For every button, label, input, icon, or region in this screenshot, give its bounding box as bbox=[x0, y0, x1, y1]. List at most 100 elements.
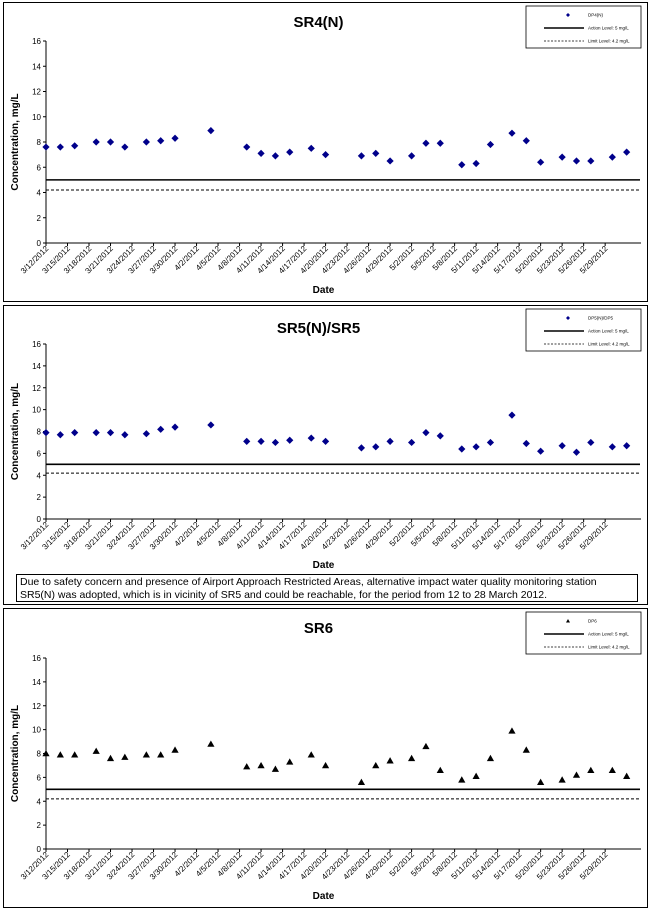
data-point bbox=[436, 432, 444, 440]
legend-marker bbox=[566, 13, 570, 17]
data-point bbox=[508, 727, 516, 734]
data-point bbox=[458, 161, 466, 169]
data-point bbox=[92, 747, 100, 754]
data-point bbox=[71, 428, 79, 437]
y-tick-label: 0 bbox=[37, 239, 42, 248]
data-point bbox=[321, 437, 330, 445]
data-point bbox=[286, 148, 294, 156]
data-point bbox=[472, 159, 480, 168]
data-point bbox=[408, 754, 416, 762]
y-tick-label: 6 bbox=[37, 773, 42, 782]
y-tick-label: 16 bbox=[32, 340, 41, 349]
y-tick-label: 10 bbox=[32, 406, 41, 415]
data-point bbox=[271, 438, 279, 447]
data-point bbox=[486, 140, 495, 149]
chart-panel-sr6: SR6 0 2 4 6 8 10 12 14 16 Concentration, mg/L 3/12/… bbox=[3, 608, 648, 908]
data-point bbox=[572, 771, 581, 778]
y-tick-label: 12 bbox=[32, 702, 41, 711]
y-tick-label: 2 bbox=[37, 821, 42, 830]
data-point bbox=[286, 758, 294, 765]
data-point bbox=[537, 447, 545, 455]
data-point bbox=[71, 142, 79, 150]
y-axis-title: Concentration, mg/L bbox=[10, 383, 21, 480]
data-point bbox=[537, 158, 545, 166]
data-point bbox=[257, 761, 265, 769]
data-point bbox=[408, 438, 416, 447]
chart-panel-sr4n: SR4(N) 0 2 4 6 8 10 12 14 16 Concentration, mg/L 3/… bbox=[3, 2, 648, 302]
data-point bbox=[608, 153, 616, 161]
data-point bbox=[207, 421, 215, 429]
data-point bbox=[92, 428, 100, 437]
data-point bbox=[522, 137, 530, 145]
y-tick-label: 10 bbox=[32, 726, 41, 735]
y-tick-label: 12 bbox=[32, 384, 41, 393]
data-point bbox=[56, 143, 64, 151]
data-point bbox=[357, 444, 366, 452]
data-point bbox=[608, 766, 616, 774]
y-tick-label: 14 bbox=[32, 362, 41, 371]
data-point bbox=[42, 428, 50, 437]
legend-label: Limit Level: 4.2 mg/L bbox=[588, 342, 630, 347]
data-point bbox=[257, 437, 265, 445]
data-point bbox=[321, 761, 330, 769]
y-tick-label: 0 bbox=[37, 515, 42, 524]
legend-label: DP6 bbox=[588, 619, 597, 624]
data-point bbox=[286, 436, 294, 444]
data-point bbox=[372, 443, 380, 451]
data-point bbox=[171, 423, 179, 431]
data-point bbox=[458, 776, 466, 783]
legend-label: DP5(N)/DP5 bbox=[588, 316, 614, 321]
data-point bbox=[307, 751, 315, 758]
legend-label: DP4(N) bbox=[588, 13, 604, 18]
data-point bbox=[472, 443, 480, 451]
chart-sr5n-sr5: SR5(N)/SR5 0 2 4 6 8 10 12 14 16 Concentration, mg… bbox=[10, 308, 642, 571]
y-tick-label: 6 bbox=[37, 449, 42, 458]
legend-label: Limit Level: 4.2 mg/L bbox=[588, 39, 630, 44]
data-point bbox=[307, 434, 315, 442]
y-tick-label: 2 bbox=[37, 493, 42, 502]
y-tick-label: 0 bbox=[37, 845, 42, 854]
chart-panel-sr5n-sr5: SR5(N)/SR5 0 2 4 6 8 10 12 14 16 Concentration, mg… bbox=[3, 305, 648, 605]
data-point bbox=[357, 778, 366, 785]
data-point bbox=[121, 143, 129, 151]
y-tick-label: 14 bbox=[32, 62, 41, 71]
data-point bbox=[357, 152, 366, 160]
data-point bbox=[623, 772, 631, 779]
data-point bbox=[386, 437, 394, 445]
y-axis-title: Concentration, mg/L bbox=[10, 93, 21, 190]
data-point bbox=[142, 138, 150, 146]
data-point bbox=[623, 148, 631, 156]
data-point bbox=[386, 757, 394, 764]
x-axis-title: Date bbox=[313, 560, 335, 571]
chart-title: SR6 bbox=[304, 620, 333, 637]
y-tick-label: 8 bbox=[37, 428, 42, 437]
data-point bbox=[121, 753, 129, 760]
data-point bbox=[422, 428, 430, 437]
station-note: Due to safety concern and presence of Ai… bbox=[16, 574, 638, 602]
legend-marker bbox=[566, 619, 570, 623]
legend-label: Limit Level: 4.2 mg/L bbox=[588, 645, 630, 650]
data-point bbox=[408, 152, 416, 160]
data-point bbox=[92, 138, 100, 146]
x-axis-title: Date bbox=[313, 891, 335, 902]
data-point bbox=[572, 448, 581, 456]
data-point bbox=[171, 134, 179, 142]
data-point bbox=[587, 157, 595, 165]
y-tick-label: 16 bbox=[32, 654, 41, 663]
data-point bbox=[106, 754, 115, 762]
y-tick-label: 8 bbox=[37, 138, 42, 147]
data-point bbox=[436, 766, 444, 774]
data-point bbox=[587, 438, 595, 447]
data-point bbox=[372, 761, 380, 769]
data-point bbox=[207, 740, 215, 747]
data-point bbox=[623, 442, 631, 450]
data-point bbox=[106, 138, 115, 146]
data-point bbox=[56, 751, 64, 758]
y-tick-label: 10 bbox=[32, 113, 41, 122]
y-tick-label: 4 bbox=[37, 189, 42, 198]
y-axis-title: Concentration, mg/L bbox=[10, 705, 21, 802]
data-point bbox=[472, 772, 480, 779]
data-point bbox=[42, 143, 50, 151]
y-tick-label: 14 bbox=[32, 678, 41, 687]
